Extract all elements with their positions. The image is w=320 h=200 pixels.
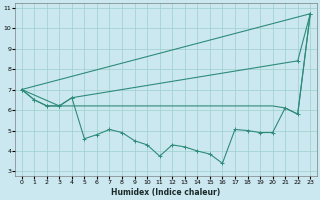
X-axis label: Humidex (Indice chaleur): Humidex (Indice chaleur) (111, 188, 220, 197)
